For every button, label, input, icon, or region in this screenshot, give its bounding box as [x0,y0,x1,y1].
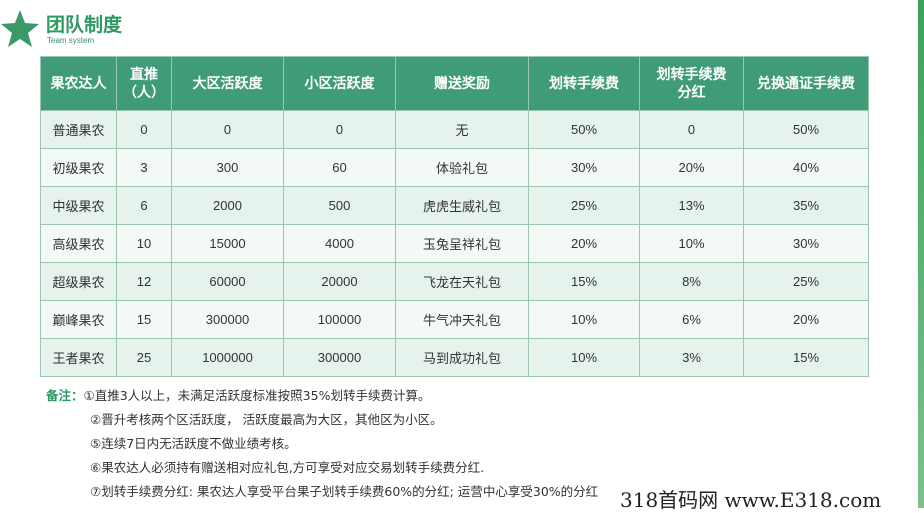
table-cell: 15 [116,300,172,339]
table-cell: 12 [116,262,172,301]
table-row: 超级果农 12 60000 20000 飞龙在天礼包 15% 8% 25% [40,262,869,301]
table-cell: 0 [639,110,744,149]
table-cell: 100000 [283,300,396,339]
table-cell: 30% [528,148,640,187]
table-cell: 20% [528,224,640,263]
table-row: 巅峰果农 15 300000 100000 牛气冲天礼包 10% 6% 20% [40,300,869,339]
table-cell: 6% [639,300,744,339]
watermark: 318首码网 www.E318.com [620,488,882,512]
table-cell: 2000 [171,186,284,225]
table-cell: 50% [743,110,869,149]
table-cell: 6 [116,186,172,225]
table-cell: 10 [116,224,172,263]
table-cell: 玉兔呈祥礼包 [395,224,529,263]
table-cell: 普通果农 [40,110,117,149]
table-cell: 300 [171,148,284,187]
table-cell: 35% [743,186,869,225]
table-cell: 15% [528,262,640,301]
table-cell: 20% [639,148,744,187]
table-cell: 飞龙在天礼包 [395,262,529,301]
table-cell: 60 [283,148,396,187]
table-cell: 60000 [171,262,284,301]
table-cell: 王者果农 [40,338,117,377]
table-cell: 8% [639,262,744,301]
table-cell: 超级果农 [40,262,117,301]
table-cell: 30% [743,224,869,263]
table-row: 中级果农 6 2000 500 虎虎生威礼包 25% 13% 35% [40,186,869,225]
table-cell: 20% [743,300,869,339]
table-cell: 10% [528,300,640,339]
team-system-table: 果农达人 直推 （人） 大区活跃度 小区活跃度 赠送奖励 划转手续费 划转手续费 分红 兑换通证手… [40,56,869,377]
table-cell: 10% [528,338,640,377]
column-header: 果农达人 [40,56,117,111]
table-cell: 牛气冲天礼包 [395,300,529,339]
table-cell: 50% [528,110,640,149]
column-header: 兑换通证手续费 [743,56,869,111]
table-cell: 虎虎生威礼包 [395,186,529,225]
table-cell: 0 [283,110,396,149]
table-cell: 13% [639,186,744,225]
note-item: ⑦划转手续费分红: 果农达人享受平台果子划转手续费60%的分红; 运营中心享受3… [90,484,599,499]
note-item: ②晋升考核两个区活跃度， 活跃度最高为大区，其他区为小区。 [90,412,443,427]
note-item: ⑥果农达人必须持有赠送相对应礼包,方可享受对应交易划转手续费分红. [90,460,485,475]
column-header: 划转手续费 分红 [639,56,744,111]
right-edge-strip [918,0,924,508]
table-cell: 无 [395,110,529,149]
column-header: 直推 （人） [116,56,172,111]
table-row: 普通果农 0 0 0 无 50% 0 50% [40,110,869,149]
note-item: ①直推3人以上，未满足活跃度标准按照35%划转手续费计算。 [83,388,431,403]
table-row: 初级果农 3 300 60 体验礼包 30% 20% 40% [40,148,869,187]
table-cell: 300000 [283,338,396,377]
table-cell: 15000 [171,224,284,263]
table-cell: 10% [639,224,744,263]
table-cell: 20000 [283,262,396,301]
table-cell: 3% [639,338,744,377]
table-cell: 25% [528,186,640,225]
table-cell: 3 [116,148,172,187]
notes-label: 备注： [46,388,84,403]
column-header: 划转手续费 [528,56,640,111]
table-cell: 15% [743,338,869,377]
table-row: 王者果农 25 1000000 300000 马到成功礼包 10% 3% 15% [40,338,869,377]
table-cell: 1000000 [171,338,284,377]
page-subtitle: Team system [47,36,95,45]
table-row: 高级果农 10 15000 4000 玉兔呈祥礼包 20% 10% 30% [40,224,869,263]
table-cell: 500 [283,186,396,225]
table-cell: 马到成功礼包 [395,338,529,377]
column-header: 大区活跃度 [171,56,284,111]
table-cell: 40% [743,148,869,187]
page-title: 团队制度 [46,14,123,36]
note-row: 备注：①直推3人以上，未满足活跃度标准按照35%划转手续费计算。 [46,384,598,408]
table-cell: 0 [116,110,172,149]
table-header-row: 果农达人 直推 （人） 大区活跃度 小区活跃度 赠送奖励 划转手续费 划转手续费 分红 兑换通证手… [40,56,869,111]
table-cell: 4000 [283,224,396,263]
table-cell: 中级果农 [40,186,117,225]
table-cell: 25% [743,262,869,301]
star-icon [1,10,39,47]
table-cell: 300000 [171,300,284,339]
column-header: 小区活跃度 [283,56,396,111]
table-cell: 初级果农 [40,148,117,187]
table-cell: 25 [116,338,172,377]
table-cell: 高级果农 [40,224,117,263]
notes-section: 备注：①直推3人以上，未满足活跃度标准按照35%划转手续费计算。 ②晋升考核两个… [46,384,598,504]
table-cell: 0 [171,110,284,149]
note-item: ⑤连续7日内无活跃度不做业绩考核。 [90,436,297,451]
table-body: 普通果农 0 0 0 无 50% 0 50% 初级果农 3 300 60 体验礼包 30% 20% 40% 中级… [40,110,869,377]
column-header: 赠送奖励 [395,56,529,111]
table-cell: 巅峰果农 [40,300,117,339]
table-cell: 体验礼包 [395,148,529,187]
